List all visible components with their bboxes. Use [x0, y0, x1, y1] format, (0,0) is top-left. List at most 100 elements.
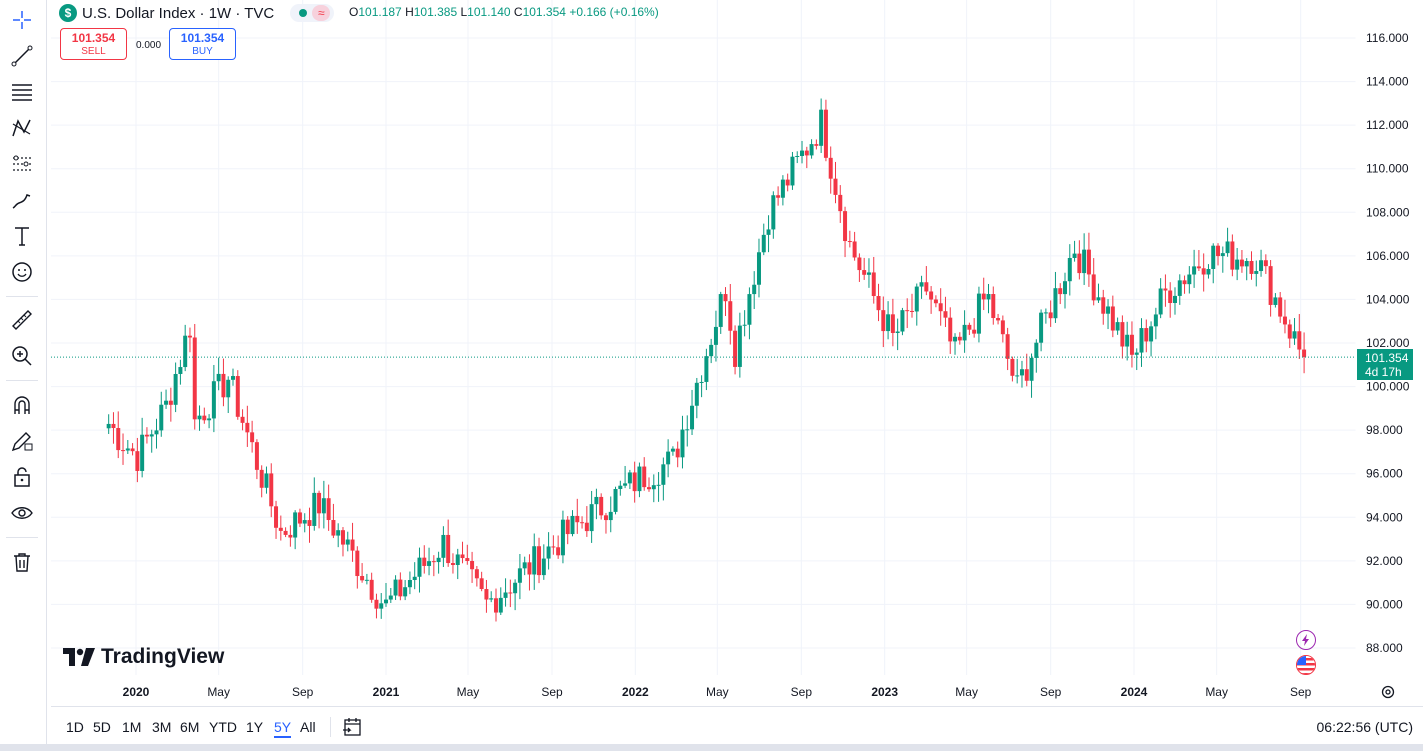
range-ytd[interactable]: YTD [209, 719, 237, 735]
candle-body [580, 522, 585, 524]
us-flag-icon[interactable] [1296, 655, 1316, 675]
candle-body [159, 404, 164, 431]
range-1m[interactable]: 1M [122, 719, 142, 735]
range-3m[interactable]: 3M [152, 719, 172, 735]
fib-levels-icon[interactable] [8, 78, 36, 106]
candle-body [1091, 274, 1096, 301]
candle-body [398, 579, 403, 597]
magnet-icon[interactable] [8, 391, 36, 419]
candle-body [881, 310, 886, 332]
pattern-icon[interactable] [8, 114, 36, 142]
go-to-date-icon[interactable] [341, 716, 363, 738]
candle-body [369, 579, 374, 600]
range-all[interactable]: All [300, 719, 316, 735]
candle-body [465, 558, 470, 561]
market-status-pill[interactable]: ≈ [290, 4, 335, 22]
tradingview-logo[interactable]: TradingView [63, 645, 224, 669]
lightning-icon[interactable] [1296, 630, 1316, 650]
candle-body [374, 599, 379, 609]
candle-body [149, 434, 154, 437]
candle-body [407, 579, 412, 588]
axis-settings-icon[interactable] [1380, 684, 1396, 700]
candle-body [140, 434, 145, 471]
candle-body [207, 418, 212, 421]
crosshair-icon[interactable] [8, 6, 36, 34]
candle-body [1139, 328, 1144, 353]
price-tick-label: 116.000 [1366, 31, 1409, 45]
candle-body [933, 299, 938, 304]
time-tick-label: 2022 [622, 685, 649, 699]
candle-body [666, 451, 671, 465]
candle-body [1125, 334, 1130, 347]
candle-body [661, 464, 666, 485]
spread-value: 0.000 [136, 40, 162, 51]
candle-body [283, 530, 288, 535]
time-tick-label: Sep [1290, 685, 1312, 699]
candle-body [321, 498, 326, 514]
candle-body [632, 472, 637, 492]
candle-body [317, 492, 322, 514]
range-1y[interactable]: 1Y [246, 719, 264, 735]
chart-pane[interactable]: 88.000 90.000 92.000 94.000 96.000 98.000 100.… [51, 0, 1423, 705]
candle-body [924, 282, 929, 292]
candle-body [733, 330, 738, 367]
candle-body [991, 294, 996, 319]
price-tick-label: 94.000 [1366, 510, 1403, 524]
candle-body [1149, 326, 1154, 342]
candle-body [417, 557, 422, 577]
trend-line-icon[interactable] [8, 42, 36, 70]
eye-icon[interactable] [8, 499, 36, 527]
open-label: O [349, 5, 359, 19]
candle-body [1216, 245, 1221, 257]
candle-body [168, 400, 173, 405]
buy-button[interactable]: 101.354 BUY [169, 28, 236, 60]
range-5d[interactable]: 5D [93, 719, 111, 735]
candle-body [154, 430, 159, 435]
candle-body [493, 598, 498, 613]
zoom-in-icon[interactable] [8, 342, 36, 370]
low-value: 101.140 [467, 5, 511, 19]
candle-body [250, 432, 255, 443]
forecast-icon[interactable] [8, 150, 36, 178]
candle-body [819, 109, 824, 146]
bar-countdown: 4d 17h [1365, 365, 1402, 379]
sell-button[interactable]: 101.354 SELL [60, 28, 127, 60]
candle-body [972, 329, 977, 334]
candle-body [828, 157, 833, 179]
candle-body [866, 272, 871, 275]
symbol-title[interactable]: U.S. Dollar Index · 1W · TVC [82, 4, 275, 22]
utc-clock[interactable]: 06:22:56 (UTC) [1316, 719, 1413, 735]
ruler-icon[interactable] [8, 306, 36, 334]
candle-body [240, 416, 245, 423]
pencil-lock-icon[interactable] [8, 427, 36, 455]
candle-body [470, 560, 475, 570]
candle-body [780, 179, 785, 198]
candle-body [675, 448, 680, 458]
candle-body [1082, 249, 1087, 274]
brush-icon[interactable] [8, 186, 36, 214]
candle-body [1206, 268, 1211, 275]
candle-body [1244, 260, 1249, 267]
candle-body [1263, 260, 1268, 267]
candle-body [551, 546, 556, 548]
candle-body [1192, 266, 1197, 275]
toolbar-divider [6, 296, 38, 297]
candle-body [1096, 297, 1101, 301]
candle-body [1259, 260, 1264, 272]
candle-body [192, 337, 197, 420]
text-icon[interactable] [8, 222, 36, 250]
candle-body [943, 311, 948, 318]
candle-body [269, 473, 274, 507]
range-5y[interactable]: 5Y [274, 719, 292, 738]
price-chart[interactable]: 88.000 90.000 92.000 94.000 96.000 98.000 100.… [51, 0, 1423, 705]
emoji-icon[interactable] [8, 258, 36, 286]
trash-icon[interactable] [8, 548, 36, 576]
candle-body [800, 150, 805, 157]
range-1d[interactable]: 1D [66, 719, 84, 735]
candle-body [1230, 241, 1235, 270]
candle-body [651, 485, 656, 490]
candle-body [890, 314, 895, 333]
lock-icon[interactable] [8, 463, 36, 491]
range-6m[interactable]: 6M [180, 719, 200, 735]
candle-body [852, 241, 857, 258]
